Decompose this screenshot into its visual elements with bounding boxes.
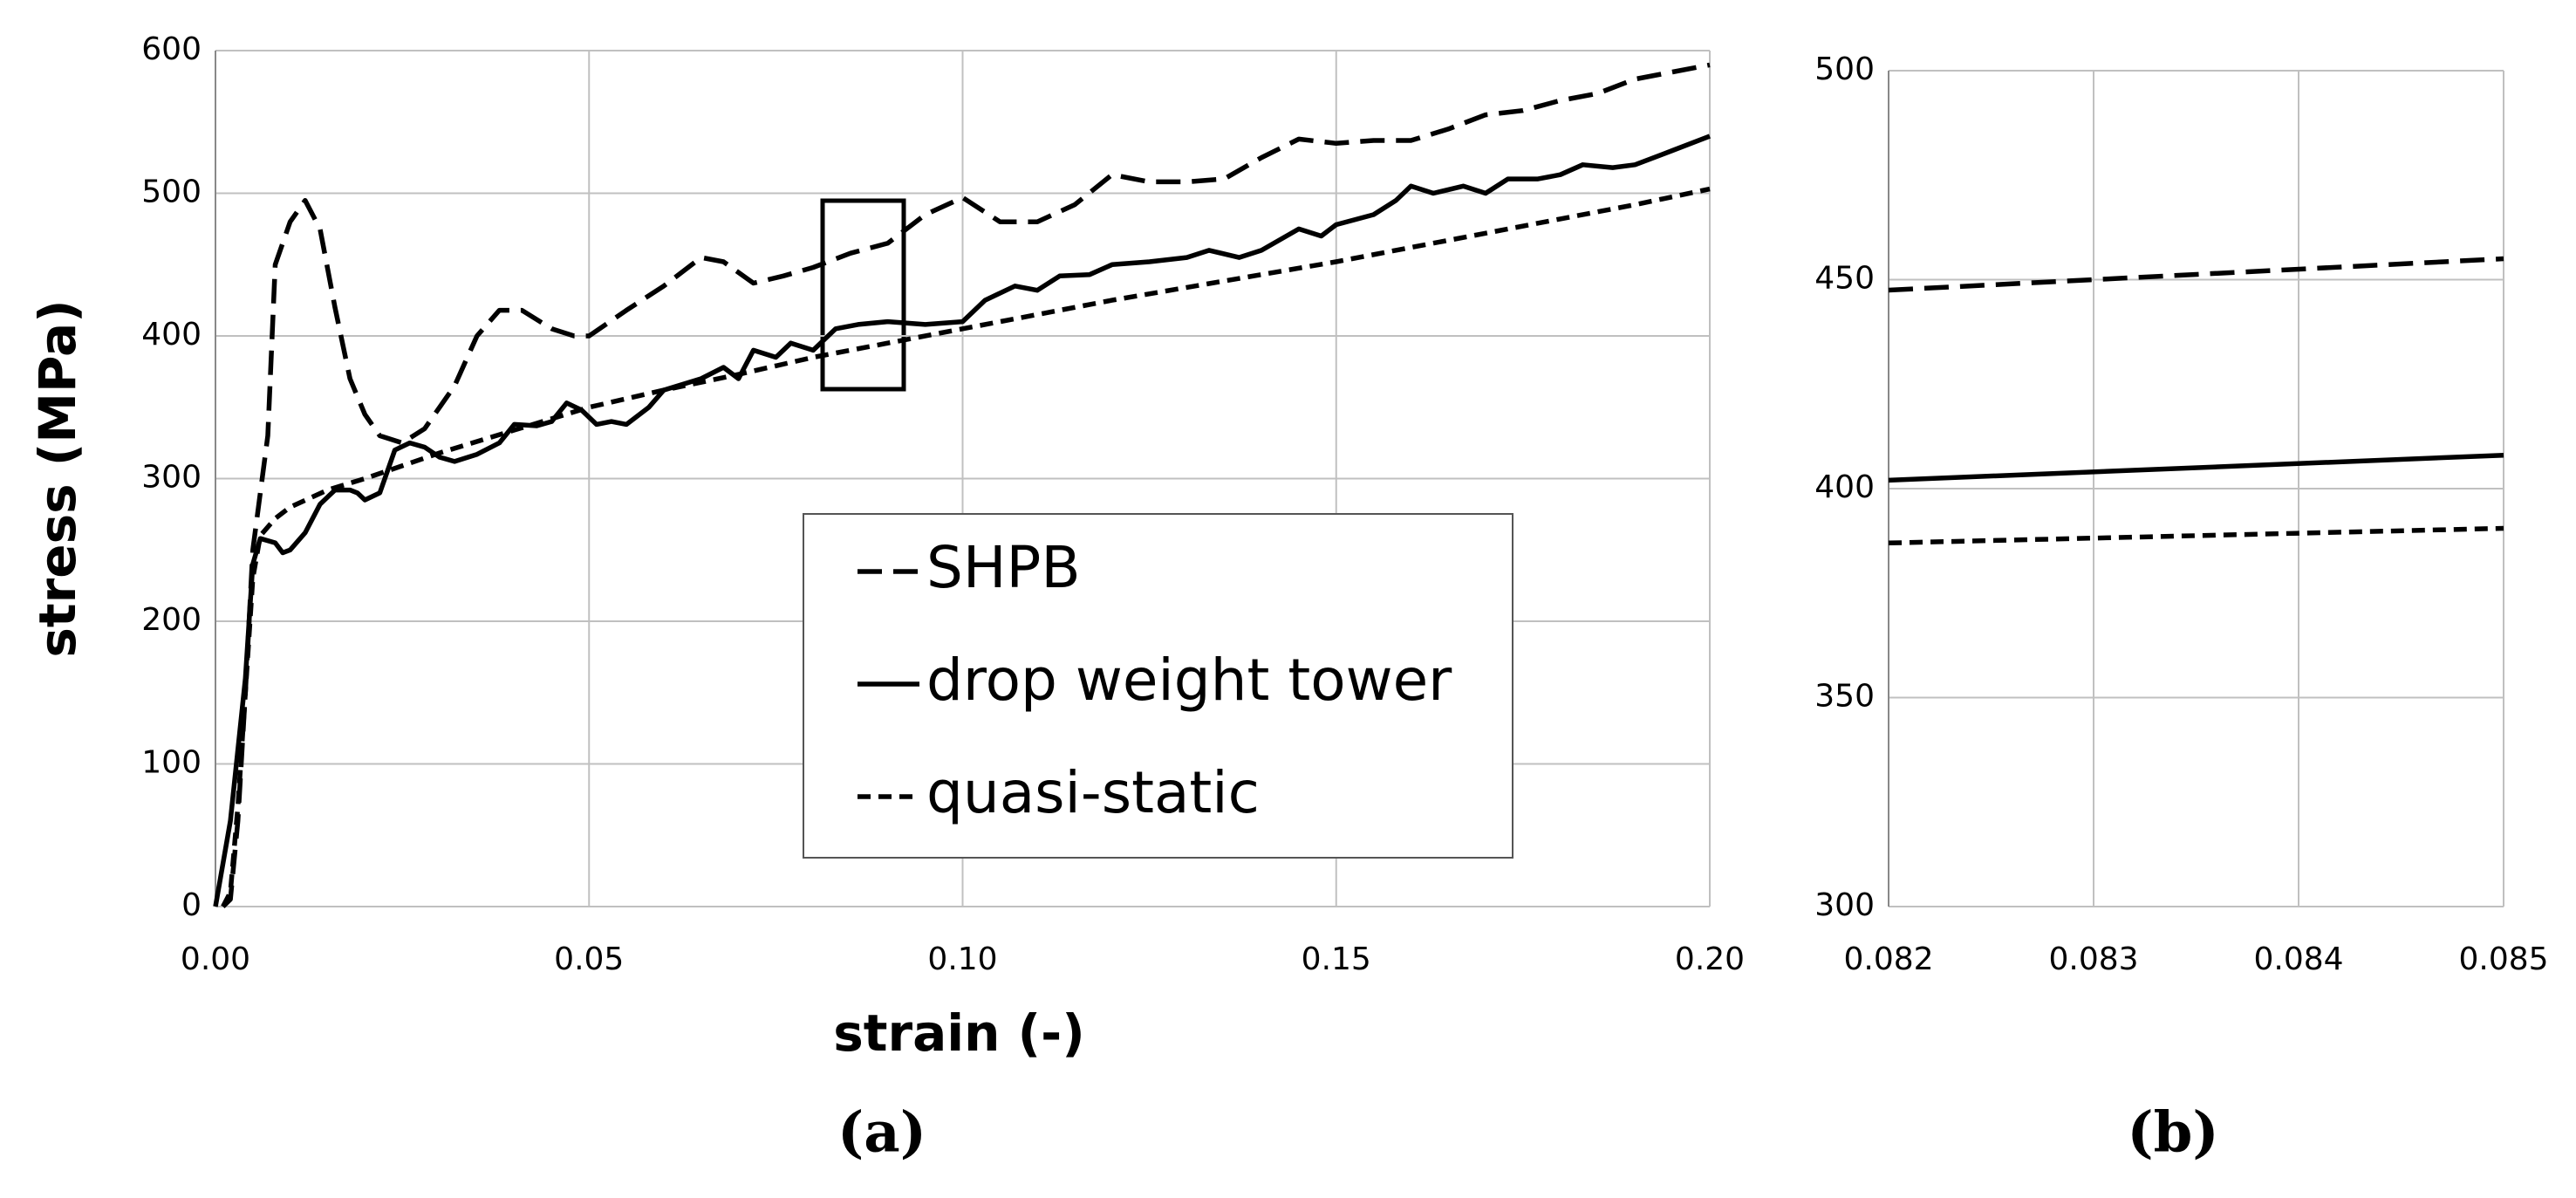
y-tick-label: 300 xyxy=(141,460,202,496)
caption: (a) xyxy=(837,1100,926,1166)
y-tick-label: 500 xyxy=(141,175,202,210)
y-tick-label: 350 xyxy=(1814,679,1875,715)
x-tick-label: 0.083 xyxy=(2048,941,2138,977)
x-tick-label: 0.082 xyxy=(1843,941,1933,977)
y-tick-label: 450 xyxy=(1814,261,1875,297)
y-tick-label: 400 xyxy=(1814,469,1875,505)
legend-label: quasi-static xyxy=(926,759,1260,826)
series-line xyxy=(213,133,1711,907)
x-tick-label: 0.05 xyxy=(554,941,624,977)
legend-label: SHPB xyxy=(926,534,1081,601)
series-line xyxy=(1888,525,2504,546)
y-tick-label: 0 xyxy=(181,887,202,923)
y-tick-label: 200 xyxy=(141,602,202,638)
y-tick-label: 100 xyxy=(141,745,202,781)
series-line xyxy=(1888,256,2504,293)
y-tick-label: 300 xyxy=(1814,887,1875,923)
x-tick-label: 0.00 xyxy=(181,941,250,977)
x-tick-label: 0.085 xyxy=(2458,941,2548,977)
y-axis-label: stress (MPa) xyxy=(28,299,87,657)
y-tick-label: 600 xyxy=(141,31,202,67)
x-tick-label: 0.15 xyxy=(1302,941,1371,977)
y-tick-label: 500 xyxy=(1814,51,1875,87)
x-tick-label: 0.10 xyxy=(927,941,997,977)
y-tick-label: 400 xyxy=(141,317,202,353)
caption: (b) xyxy=(2127,1100,2218,1166)
series-line xyxy=(221,62,1711,908)
legend-label: drop weight tower xyxy=(926,647,1452,714)
x-tick-label: 0.084 xyxy=(2253,941,2343,977)
series-line xyxy=(221,186,1711,908)
x-axis-label: strain (-) xyxy=(833,1003,1084,1063)
legend-box xyxy=(803,513,1513,859)
zoom-box xyxy=(820,198,906,392)
series-line xyxy=(1888,452,2504,483)
x-tick-label: 0.20 xyxy=(1675,941,1745,977)
